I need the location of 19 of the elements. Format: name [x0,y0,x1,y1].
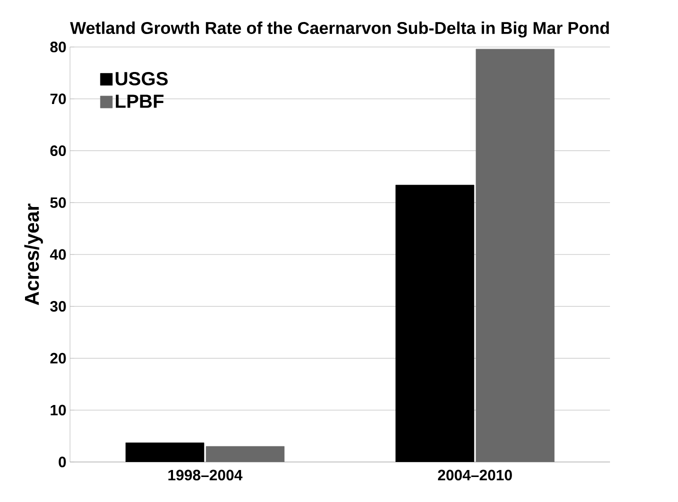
y-tick-label: 80 [50,42,66,52]
y-tick-label: 0 [58,456,66,468]
y-axis-title: Acres/year [24,204,43,306]
y-tick-label: 50 [50,197,66,208]
bar [206,446,284,462]
legend-label: LPBF [116,94,164,108]
chart-title: Wetland Growth Rate of the Caernarvon Sub-Delta in Big Mar Pond [70,22,609,38]
x-tick-label: 2004–2010 [438,470,512,480]
bar [476,48,554,462]
y-tick-label: 40 [50,249,66,260]
bar [126,442,204,462]
y-tick-label: 10 [50,404,66,416]
legend-label: USGS [116,72,168,86]
y-tick-label: 70 [50,94,66,104]
y-tick-label: 60 [50,145,66,156]
bar [396,184,474,462]
x-tick-label: 1998–2004 [168,470,242,480]
y-tick-label: 30 [50,301,66,312]
y-tick-label: 20 [50,352,66,364]
